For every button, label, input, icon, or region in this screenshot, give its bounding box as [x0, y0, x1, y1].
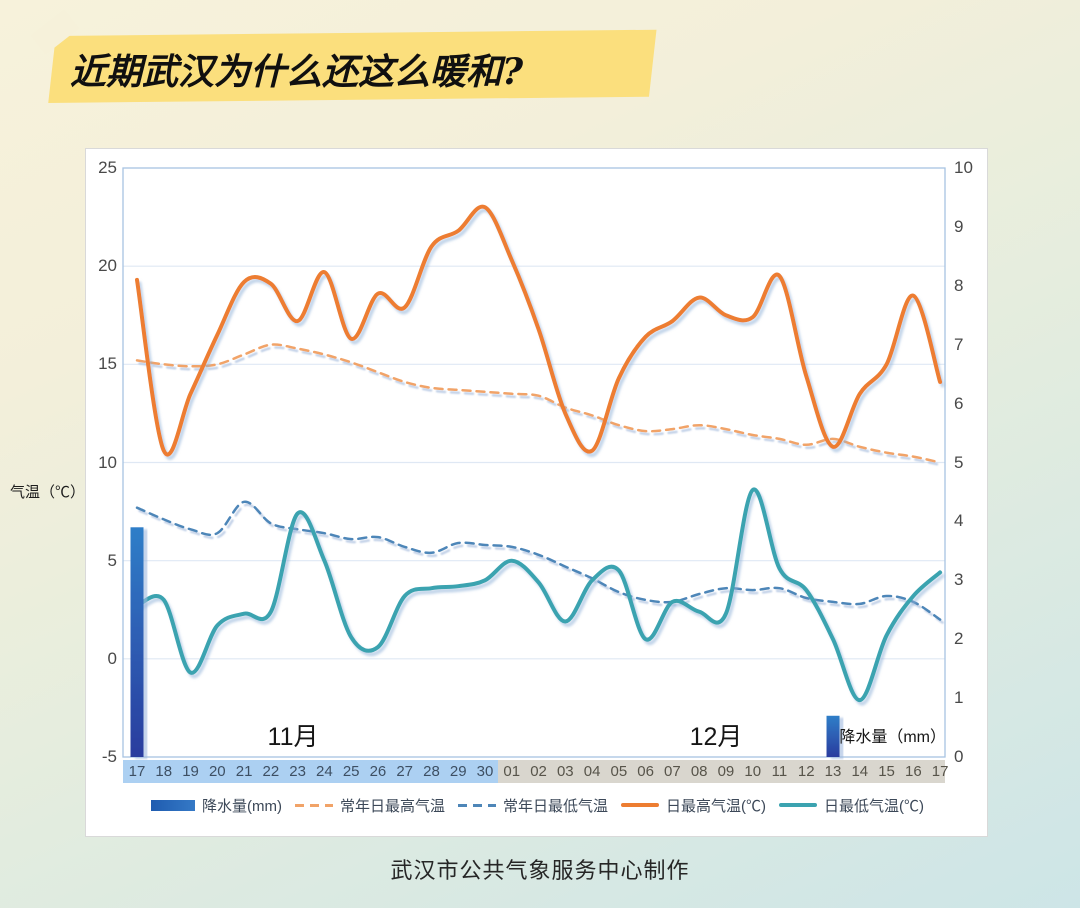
y-right-tick-0: 0 — [954, 747, 964, 766]
y-left-tick-25: 25 — [98, 158, 117, 177]
page-title: 近期武汉为什么还这么暖和? — [70, 51, 524, 93]
x-tick-day-nov-19: 19 — [182, 763, 199, 780]
x-tick-day-dec-10: 10 — [744, 763, 762, 780]
x-tick-day-dec-11: 11 — [771, 763, 788, 780]
month-label-november: 11月 — [267, 723, 319, 751]
x-tick-day-nov-28: 28 — [423, 763, 440, 780]
x-tick-day-dec-13: 13 — [824, 763, 842, 780]
legend-label: 常年日最高气温 — [339, 797, 445, 815]
y-left-tick-0: 0 — [107, 648, 117, 668]
x-tick-day-nov-22: 22 — [262, 763, 280, 780]
x-tick-day-dec-17: 17 — [931, 763, 949, 780]
series-line-日最高气温(℃) — [135, 204, 943, 457]
x-tick-day-dec-06: 06 — [637, 763, 654, 780]
x-tick-day-nov-21: 21 — [235, 763, 253, 780]
x-tick-day-dec-02: 02 — [530, 763, 547, 780]
legend-swatch-bar-icon — [150, 799, 195, 811]
y-axis-title-temperature: 气温（℃） — [10, 484, 86, 501]
x-tick-day-nov-29: 29 — [449, 763, 467, 780]
x-tick-day-dec-03: 03 — [556, 763, 574, 780]
legend-item-日最高气温(℃): 日最高气温(℃) — [621, 795, 766, 816]
x-tick-day-dec-04: 04 — [583, 763, 601, 780]
y-right-tick-5: 5 — [954, 452, 964, 472]
x-tick-day-dec-14: 14 — [851, 763, 869, 780]
x-tick-day-dec-09: 09 — [717, 763, 735, 780]
legend-label: 常年日最低气温 — [502, 797, 608, 815]
precip-bar-day-17 — [130, 527, 144, 757]
legend-swatch-dashed-line-icon — [457, 803, 496, 807]
y-left-tick-10: 10 — [98, 452, 117, 472]
y-right-tick-8: 8 — [954, 275, 964, 295]
chart-legend: 降水量(mm) 常年日最高气温 常年日最低气温 日最高气温(℃) 日最低气温(℃) — [90, 794, 985, 816]
footer-credit: 武汉市公共气象服务中心制作 — [390, 858, 690, 883]
y-right-tick-1: 1 — [954, 688, 964, 708]
x-tick-day-nov-25: 25 — [342, 763, 360, 780]
x-tick-day-dec-16: 16 — [904, 763, 922, 780]
x-tick-day-nov-30: 30 — [476, 763, 494, 780]
legend-item-常年日最低气温: 常年日最低气温 — [457, 795, 608, 816]
x-tick-day-dec-07: 07 — [664, 763, 681, 780]
y-right-tick-3: 3 — [954, 570, 964, 590]
y-right-tick-2: 2 — [954, 629, 964, 649]
series-line-常年日最低气温 — [135, 500, 942, 621]
y-right-tick-6: 6 — [954, 393, 964, 413]
y-right-tick-9: 9 — [954, 216, 964, 236]
legend-label: 日最高气温(℃) — [666, 797, 766, 815]
y-left-tick-5: 5 — [107, 550, 117, 570]
legend-swatch-solid-line-icon — [621, 803, 659, 807]
x-tick-day-nov-20: 20 — [208, 763, 226, 780]
x-tick-day-nov-23: 23 — [289, 763, 306, 780]
legend-item-日最低气温(℃): 日最低气温(℃) — [779, 795, 924, 816]
legend-swatch-dashed-line-icon — [294, 803, 333, 807]
plot-border — [122, 167, 946, 758]
y-right-tick-10: 10 — [954, 158, 973, 177]
x-tick-day-nov-26: 26 — [369, 763, 387, 780]
series-line-常年日最高气温 — [135, 343, 942, 464]
x-tick-day-dec-01: 01 — [503, 763, 521, 780]
legend-label: 日最低气温(℃) — [824, 797, 924, 815]
y-left-tick-20: 20 — [98, 256, 117, 276]
x-tick-day-nov-17: 17 — [128, 763, 146, 780]
legend-swatch-solid-line-icon — [779, 803, 817, 807]
x-axis-strip-november — [123, 760, 498, 783]
series-line-日最低气温(℃) — [135, 487, 943, 703]
x-tick-day-dec-12: 12 — [797, 763, 815, 780]
y-right-tick-4: 4 — [954, 511, 964, 531]
x-tick-day-nov-27: 27 — [396, 763, 414, 780]
legend-item-常年日最高气温: 常年日最高气温 — [294, 795, 445, 816]
x-tick-day-dec-05: 05 — [610, 763, 628, 780]
x-tick-day-dec-15: 15 — [878, 763, 895, 780]
y-left-tick-15: 15 — [98, 354, 117, 374]
precip-bar-day-13 — [826, 715, 840, 757]
y-left-tick--5: -5 — [101, 747, 117, 766]
x-tick-day-nov-18: 18 — [155, 763, 173, 780]
y-right-tick-7: 7 — [954, 334, 964, 354]
x-tick-day-nov-24: 24 — [316, 763, 333, 780]
month-label-december: 12月 — [689, 723, 743, 751]
x-axis-strip-december — [498, 760, 945, 783]
legend-item-降水量(mm): 降水量(mm) — [150, 795, 282, 816]
legend-label: 降水量(mm) — [201, 797, 282, 815]
x-tick-day-dec-08: 08 — [690, 763, 708, 780]
precipitation-axis-label: 降水量（mm） — [839, 729, 946, 746]
